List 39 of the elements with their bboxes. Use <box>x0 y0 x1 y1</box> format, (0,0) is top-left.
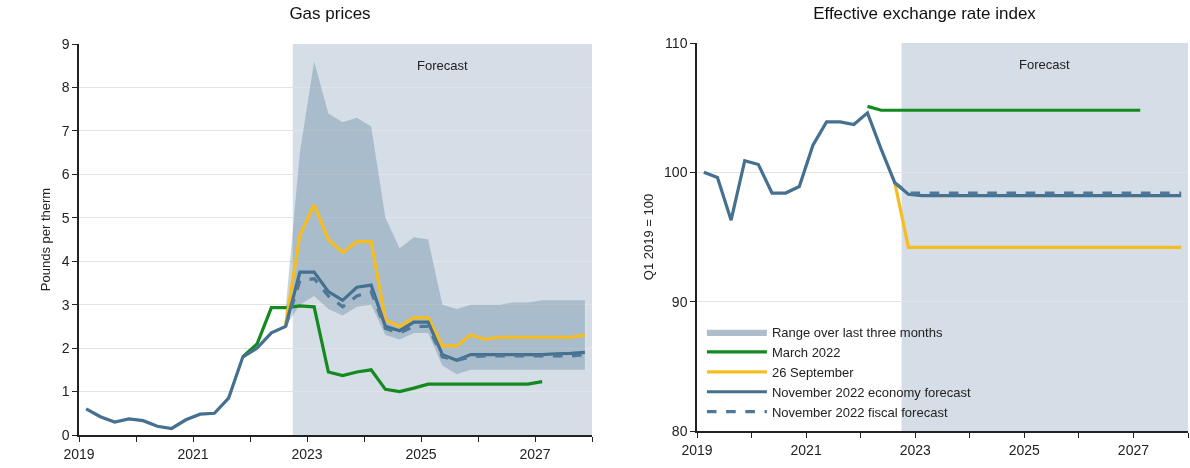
band-label: Forecast <box>417 58 468 73</box>
y-axis-title: Pounds per therm <box>38 187 54 292</box>
line-series <box>702 111 1183 222</box>
band-label: Forecast <box>1019 57 1070 72</box>
x-tick-label: 2019 <box>681 441 713 458</box>
y-tick-label: 100 <box>664 164 688 181</box>
y-tick-label: 6 <box>61 166 70 183</box>
legend-label: March 2022 <box>771 345 841 361</box>
y-tick-label: 110 <box>665 34 688 51</box>
y-tick-label: 4 <box>61 253 70 270</box>
y-tick-label: 90 <box>671 293 688 310</box>
y-tick-label: 0 <box>61 426 70 443</box>
y-tick-label: 9 <box>61 35 70 52</box>
line-series <box>241 304 544 394</box>
y-tick-label: 8 <box>61 79 70 96</box>
y-tick-label: 3 <box>61 296 70 313</box>
x-tick-label: 2027 <box>1117 441 1150 458</box>
legend-label: 26 September <box>771 364 855 380</box>
y-axis-title: Q1 2019 = 100 <box>640 193 656 281</box>
y-tick-label: 7 <box>61 122 70 139</box>
x-tick-label: 2027 <box>519 445 551 462</box>
x-tick-label: 2021 <box>790 441 822 458</box>
chart-title: Effective exchange rate index <box>813 3 1037 23</box>
y-tick-label: 1 <box>61 383 70 400</box>
y-tick-label: 80 <box>671 422 688 439</box>
legend-label: Range over last three months <box>771 325 943 341</box>
x-tick-label: 2023 <box>899 441 931 458</box>
chart-title: Gas prices <box>289 3 371 23</box>
legend-label: November 2022 fiscal forecast <box>771 404 948 420</box>
x-tick-label: 2025 <box>405 445 437 462</box>
x-tick-label: 2019 <box>63 445 95 462</box>
y-tick-label: 5 <box>61 209 70 226</box>
x-tick-label: 2023 <box>291 445 323 462</box>
line-series <box>84 270 587 431</box>
y-tick-label: 2 <box>61 340 70 357</box>
x-tick-label: 2025 <box>1008 441 1041 458</box>
legend-label: November 2022 economy forecast <box>771 384 972 400</box>
line-series <box>284 203 587 348</box>
x-tick-label: 2021 <box>177 445 209 462</box>
